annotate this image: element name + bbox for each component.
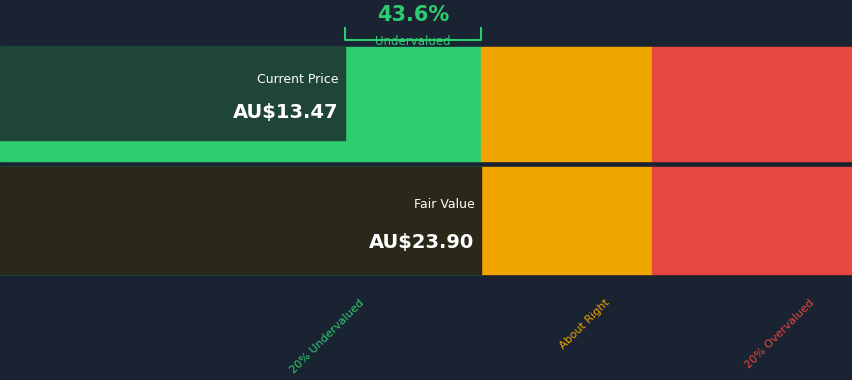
Bar [481, 167, 651, 274]
Text: Fair Value: Fair Value [413, 198, 474, 211]
Bar [481, 141, 651, 161]
Bar [651, 167, 852, 274]
Text: About Right: About Right [557, 298, 611, 352]
Text: Current Price: Current Price [256, 73, 338, 86]
Text: AU$13.47: AU$13.47 [233, 103, 338, 122]
Bar [651, 141, 852, 161]
Bar [481, 47, 651, 141]
Bar [651, 47, 852, 141]
Bar [0, 167, 481, 274]
Text: 20% Overvalued: 20% Overvalued [743, 298, 815, 370]
Text: 43.6%: 43.6% [377, 5, 449, 25]
Text: Undervalued: Undervalued [375, 35, 451, 48]
Bar [0, 167, 481, 274]
Text: AU$23.90: AU$23.90 [369, 233, 474, 252]
Text: 20% Undervalued: 20% Undervalued [288, 298, 366, 375]
Bar [0, 47, 481, 141]
Bar [0, 141, 481, 161]
Bar [0, 47, 345, 141]
